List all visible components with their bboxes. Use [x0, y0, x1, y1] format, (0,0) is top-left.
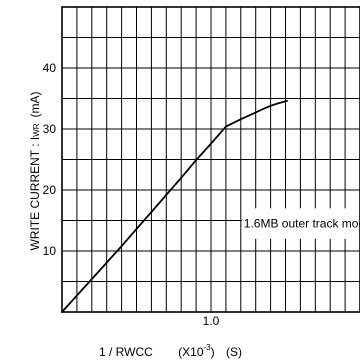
annotation-background — [241, 208, 360, 239]
series-line — [61, 100, 288, 313]
y-tick-label: 30 — [43, 122, 57, 136]
y-tick-label: 20 — [43, 183, 57, 197]
y-axis-title-subscript: WR — [32, 123, 41, 137]
x-tick-label: 1.0 — [203, 314, 220, 328]
y-tick-label: 40 — [43, 61, 57, 75]
y-tick-labels: 10 20 30 40 — [43, 61, 57, 258]
x-axis-title-unit-close: ) — [211, 345, 215, 359]
series-layer — [61, 100, 288, 313]
grid — [62, 7, 360, 312]
y-axis-title-unit: (mA) — [28, 91, 42, 117]
x-tick-labels: 1.0 — [203, 314, 220, 328]
x-axis-title-unit-base: (X10 — [178, 345, 204, 359]
y-axis-title: WRITE CURRENT : IWR (mA) — [28, 91, 42, 250]
annotation-label: 1.6MB outer track mode — [244, 217, 360, 231]
y-axis-title-main: WRITE CURRENT : I — [28, 137, 42, 251]
x-axis-title: 1 / RWCC (X10-3) (S) — [99, 343, 242, 359]
x-axis-title-si: (S) — [226, 345, 242, 359]
annotation-box: 1.6MB outer track mode — [241, 208, 360, 239]
x-axis-title-unit-exponent: -3 — [204, 343, 212, 352]
x-axis-title-main: 1 / RWCC — [99, 345, 153, 359]
plot-frame — [61, 6, 360, 313]
y-tick-label: 10 — [43, 244, 57, 258]
